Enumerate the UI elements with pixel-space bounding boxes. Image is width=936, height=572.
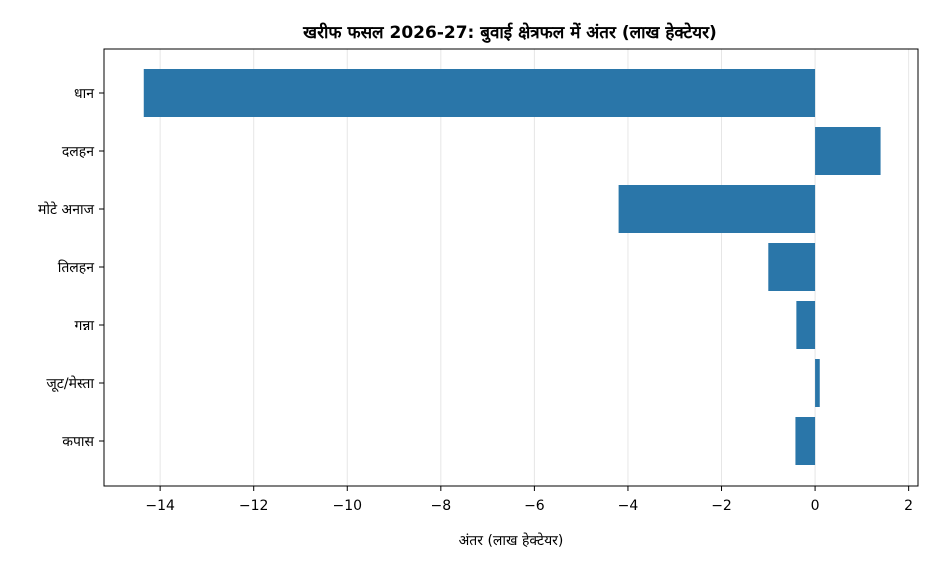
x-tick-label: 2: [904, 498, 913, 514]
x-tick-label: −8: [431, 498, 452, 514]
x-tick-label: −2: [711, 498, 732, 514]
x-tick-label: −10: [332, 498, 362, 514]
bar: [796, 301, 816, 349]
x-tick-label: −4: [618, 498, 639, 514]
bar: [768, 243, 816, 291]
x-tick-label: −6: [524, 498, 545, 514]
y-tick-label: दलहन: [62, 144, 94, 160]
y-axis-ticks: धान दलहन मोटे अनाज तिलहन गन्ना जूट/मेस्ता कपास: [38, 86, 104, 450]
x-tick-label: −14: [145, 498, 175, 514]
x-tick-label: −12: [239, 498, 269, 514]
chart-title: खरीफ फसल 2026-27: बुवाई क्षेत्रफल में अं…: [302, 22, 717, 43]
bar: [143, 69, 816, 117]
x-axis-ticks: −14 −12 −10 −8 −6 −4 −2 0 2: [145, 486, 913, 514]
x-tick-label: 0: [811, 498, 820, 514]
x-axis-label: अंतर (लाख हेक्टेयर): [459, 532, 564, 549]
y-tick-label: मोटे अनाज: [38, 201, 95, 218]
bar: [618, 185, 816, 233]
y-tick-label: जूट/मेस्ता: [46, 375, 94, 392]
y-tick-label: गन्ना: [75, 318, 95, 334]
y-tick-label: तिलहन: [58, 259, 95, 276]
y-tick-label: कपास: [62, 434, 94, 450]
bars: [143, 69, 881, 465]
bar: [815, 359, 820, 407]
grid: [159, 49, 910, 486]
bar: [795, 417, 816, 465]
y-tick-label: धान: [74, 86, 94, 102]
bar: [815, 127, 881, 175]
